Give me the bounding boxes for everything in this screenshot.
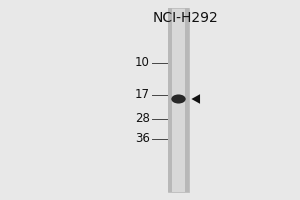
Text: 17: 17 [135,88,150,102]
Bar [168,8,189,192]
Bar [168,8,172,192]
Ellipse shape [171,94,186,104]
Text: 36: 36 [135,132,150,146]
Text: 10: 10 [135,56,150,70]
Polygon shape [191,94,200,104]
Text: 28: 28 [135,112,150,126]
Text: NCI-H292: NCI-H292 [153,11,219,25]
Bar [185,8,189,192]
